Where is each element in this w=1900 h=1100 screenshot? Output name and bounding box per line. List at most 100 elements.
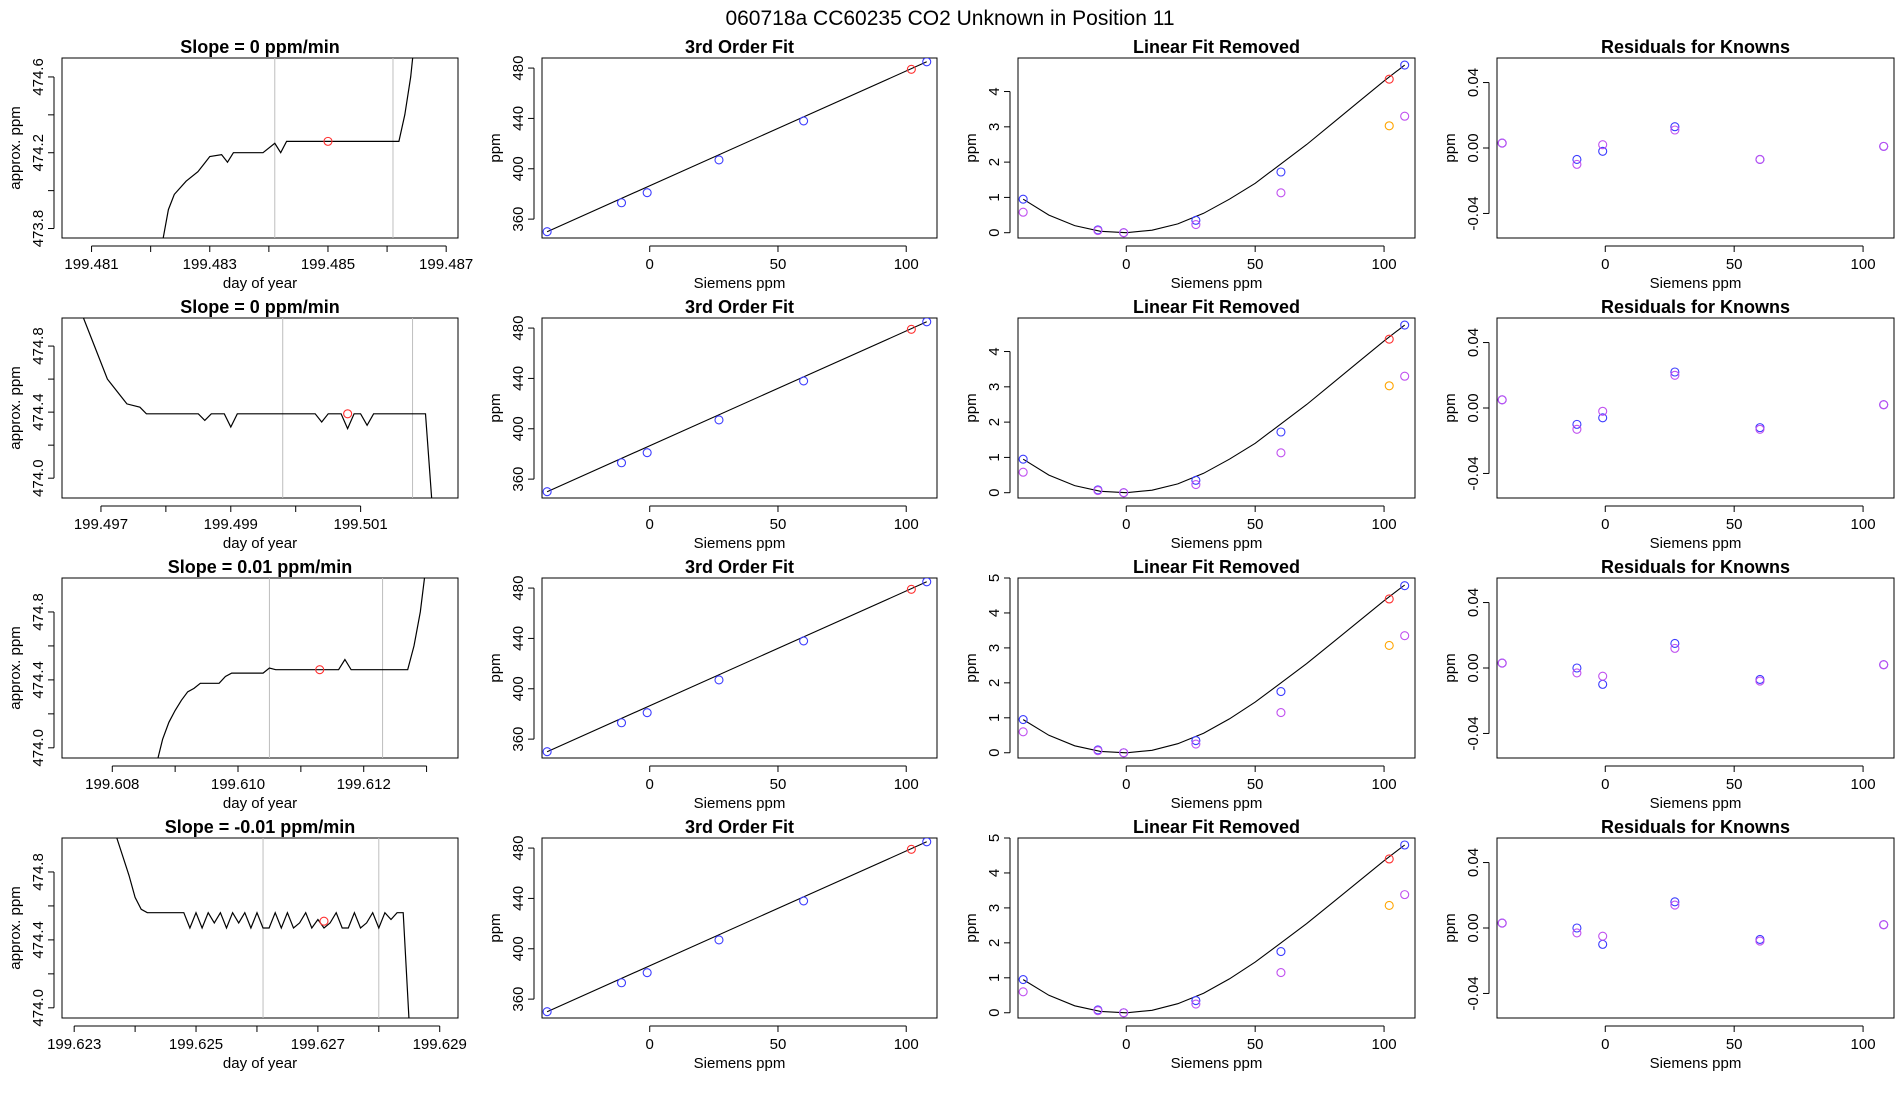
x-tick-label: 199.610 xyxy=(211,776,265,793)
data-point xyxy=(906,64,916,74)
data-layer xyxy=(1018,320,1410,498)
y-tick-label: 0.00 xyxy=(1465,913,1482,942)
y-tick-label: 0.00 xyxy=(1465,133,1482,162)
plot-frame xyxy=(541,577,938,759)
x-tick-label: 100 xyxy=(1372,516,1397,533)
y-tick-label: 0 xyxy=(986,229,1003,237)
y-tick-label: 440 xyxy=(510,366,527,391)
data-layer xyxy=(542,58,932,237)
fit-line xyxy=(546,61,927,233)
data-point xyxy=(1018,454,1028,464)
data-point xyxy=(542,747,552,757)
data-layer xyxy=(162,58,414,238)
data-point xyxy=(906,324,916,334)
y-tick-label: 474.8 xyxy=(30,593,47,631)
data-point xyxy=(1400,320,1410,330)
x-axis-label: Siemens ppm xyxy=(1650,535,1742,552)
x-tick-label: 0 xyxy=(1122,516,1130,533)
data-layer xyxy=(1018,840,1410,1018)
x-axis-label: Siemens ppm xyxy=(1650,275,1742,292)
data-point xyxy=(1879,400,1889,410)
data-point xyxy=(1093,226,1103,236)
plot-frame xyxy=(1496,577,1895,759)
y-axis-label: ppm xyxy=(963,133,980,162)
x-axis-label: Siemens ppm xyxy=(694,795,786,812)
data-point xyxy=(799,636,809,646)
data-point xyxy=(1755,154,1765,165)
panel-title: Slope = 0 ppm/min xyxy=(180,297,340,317)
y-tick-label: 0.00 xyxy=(1465,653,1482,682)
data-point xyxy=(1018,975,1028,985)
panel-12: Residuals for Knowns 0 50 100 Siemens ppm -0.… xyxy=(1442,557,1895,812)
plot-frame xyxy=(1017,57,1416,239)
x-tick-label: 199.623 xyxy=(47,1036,101,1053)
data-point xyxy=(1018,715,1028,725)
panel-title: Slope = -0.01 ppm/min xyxy=(165,817,356,837)
data-point xyxy=(1384,594,1394,604)
data-point xyxy=(1572,923,1582,933)
x-tick-label: 0 xyxy=(1601,516,1609,533)
x-tick-label: 100 xyxy=(1372,1036,1397,1053)
y-tick-label: 360 xyxy=(510,207,527,232)
x-axis-label: Siemens ppm xyxy=(1650,795,1742,812)
y-tick-label: 4 xyxy=(986,609,1003,617)
x-tick-label: 50 xyxy=(770,1036,787,1053)
y-axis-label: ppm xyxy=(487,393,504,422)
y-axis-label: ppm xyxy=(487,653,504,682)
x-tick-label: 0 xyxy=(646,256,654,273)
data-layer xyxy=(1497,638,1889,689)
plot-frame xyxy=(1496,837,1895,1019)
y-axis-label: approx. ppm xyxy=(7,886,24,969)
y-tick-label: 474.6 xyxy=(30,58,47,96)
data-point xyxy=(1497,658,1507,668)
x-tick-label: 0 xyxy=(1601,776,1609,793)
data-point xyxy=(1598,140,1608,150)
x-tick-label: 199.627 xyxy=(291,1036,345,1053)
y-tick-label: 4 xyxy=(986,347,1003,355)
data-point xyxy=(642,448,652,458)
data-point xyxy=(1276,427,1286,437)
data-point xyxy=(1497,918,1507,928)
x-tick-label: 0 xyxy=(1122,776,1130,793)
data-point xyxy=(1191,215,1201,225)
y-tick-label: -0.04 xyxy=(1465,196,1482,230)
panel-title: 3rd Order Fit xyxy=(685,557,794,577)
y-tick-label: 3 xyxy=(986,644,1003,652)
data-point xyxy=(1093,486,1103,496)
panel-title: Linear Fit Removed xyxy=(1133,37,1300,57)
data-point xyxy=(922,318,932,327)
data-layer xyxy=(157,578,426,758)
series-line xyxy=(116,838,410,1018)
plot-frame xyxy=(61,317,459,499)
y-tick-label: 473.8 xyxy=(30,210,47,248)
x-tick-label: 50 xyxy=(1726,776,1743,793)
y-tick-label: 0 xyxy=(986,1009,1003,1017)
x-tick-label: 199.487 xyxy=(419,256,473,273)
data-point xyxy=(922,838,932,847)
y-axis-label: ppm xyxy=(1442,913,1459,942)
data-layer xyxy=(1497,367,1889,434)
unknown-marker xyxy=(343,409,353,419)
y-tick-label: 360 xyxy=(510,727,527,752)
plot-frame xyxy=(541,57,938,239)
y-tick-label: 1 xyxy=(986,714,1003,722)
x-tick-label: 50 xyxy=(1247,1036,1264,1053)
y-tick-label: 440 xyxy=(510,626,527,651)
x-axis-label: day of year xyxy=(223,275,297,292)
panel-2: 3rd Order Fit 0 50 100 Siemens ppm 360 400 440 4… xyxy=(487,37,938,292)
x-tick-label: 199.625 xyxy=(169,1036,223,1053)
x-tick-label: 50 xyxy=(1726,516,1743,533)
y-tick-label: 4 xyxy=(986,87,1003,95)
y-tick-label: 3 xyxy=(986,123,1003,131)
y-tick-label: 0.04 xyxy=(1465,328,1482,357)
y-tick-label: 400 xyxy=(510,416,527,441)
data-point xyxy=(1191,475,1201,485)
x-tick-label: 100 xyxy=(894,256,919,273)
x-tick-label: 100 xyxy=(1372,256,1397,273)
x-axis-label: Siemens ppm xyxy=(694,535,786,552)
data-point xyxy=(1384,854,1394,864)
plot-frame xyxy=(541,317,938,499)
x-tick-label: 199.485 xyxy=(301,256,355,273)
x-tick-label: 0 xyxy=(646,516,654,533)
data-point xyxy=(1670,122,1680,132)
